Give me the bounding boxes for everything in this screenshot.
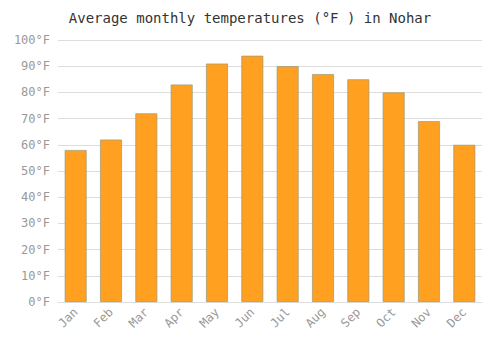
svg-text:50°F: 50°F: [21, 164, 50, 178]
svg-text:Oct: Oct: [373, 305, 398, 330]
svg-text:Mar: Mar: [126, 305, 151, 330]
svg-text:0°F: 0°F: [28, 295, 50, 309]
svg-text:20°F: 20°F: [21, 243, 50, 257]
svg-text:Jan: Jan: [55, 305, 80, 330]
svg-text:Jun: Jun: [232, 305, 257, 330]
svg-text:Nov: Nov: [409, 305, 434, 330]
svg-text:90°F: 90°F: [21, 59, 50, 73]
svg-text:40°F: 40°F: [21, 190, 50, 204]
svg-text:Sep: Sep: [338, 305, 363, 330]
svg-text:Feb: Feb: [91, 305, 116, 330]
svg-text:Apr: Apr: [161, 305, 186, 330]
svg-text:Dec: Dec: [444, 305, 469, 330]
svg-text:80°F: 80°F: [21, 85, 50, 99]
svg-text:70°F: 70°F: [21, 112, 50, 126]
svg-text:60°F: 60°F: [21, 138, 50, 152]
svg-text:Jul: Jul: [267, 305, 292, 330]
svg-text:Average monthly temperatures (: Average monthly temperatures (°F ) in No…: [69, 10, 431, 26]
svg-text:Aug: Aug: [303, 305, 328, 330]
svg-text:100°F: 100°F: [14, 33, 50, 47]
svg-text:30°F: 30°F: [21, 216, 50, 230]
svg-text:10°F: 10°F: [21, 269, 50, 283]
svg-text:May: May: [197, 305, 222, 330]
